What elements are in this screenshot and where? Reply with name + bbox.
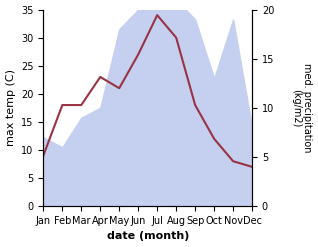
Y-axis label: med. precipitation
(kg/m2): med. precipitation (kg/m2): [291, 63, 313, 153]
Y-axis label: max temp (C): max temp (C): [5, 69, 16, 146]
X-axis label: date (month): date (month): [107, 231, 189, 242]
